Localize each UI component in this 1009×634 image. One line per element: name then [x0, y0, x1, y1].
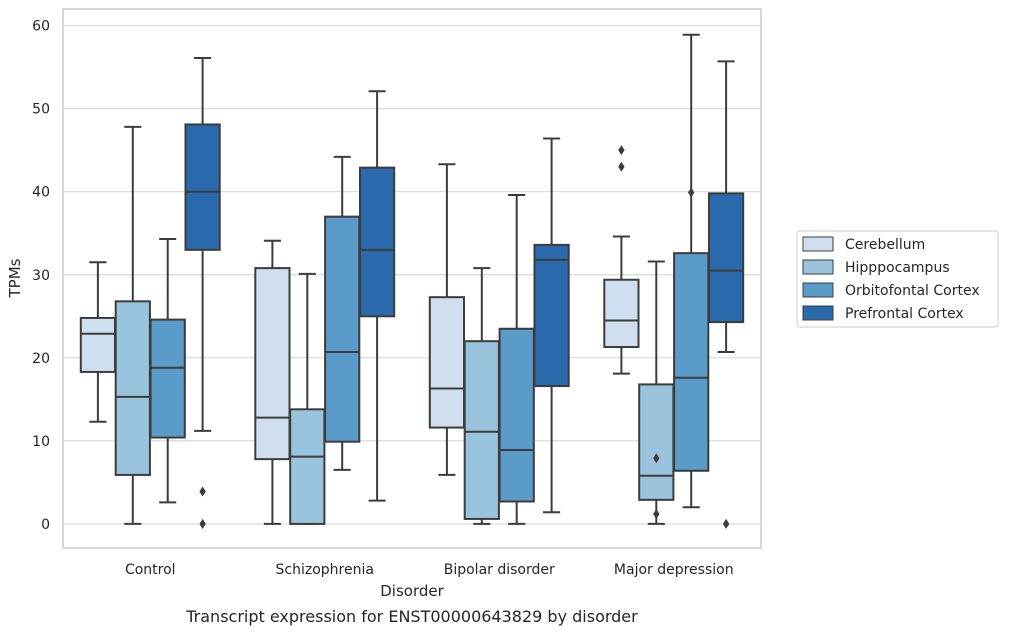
box-hipppocampus-0: [114, 125, 151, 525]
outlier-point-0: [688, 187, 695, 198]
legend-label-cerebellum: Cerebellum: [845, 237, 925, 253]
legend-swatch-cerebellum: [802, 236, 834, 252]
box-body: [463, 340, 500, 520]
box-cerebellum-3: [603, 145, 640, 375]
legend-swatch-orbitofontal-cortex: [802, 282, 834, 298]
x-axis-tick-labels: Control Schizophrenia Bipolar disorder Majo…: [125, 562, 734, 578]
box-body: [358, 166, 396, 318]
box-prefrontal-cortex-3: [707, 60, 745, 529]
legend-swatch-prefrontal-cortex: [802, 305, 834, 321]
box-body: [149, 318, 186, 439]
y-tick-label-60: 60: [32, 19, 50, 35]
x-tick-label-1: Schizophrenia: [276, 562, 374, 578]
outlier-point-0: [653, 453, 660, 464]
box-body: [289, 408, 326, 525]
box-body: [114, 300, 151, 476]
legend-swatch-hipppocampus: [802, 259, 834, 275]
box-hipppocampus-3: [638, 260, 675, 525]
box-prefrontal-cortex-2: [533, 137, 570, 514]
box-body: [428, 296, 466, 429]
outlier-point-1: [618, 161, 625, 172]
box-body: [638, 383, 675, 501]
outlier-point-0: [618, 145, 625, 156]
box-prefrontal-cortex-1: [358, 90, 396, 502]
y-tick-label-50: 50: [32, 102, 50, 118]
outlier-point-1: [653, 508, 660, 519]
x-tick-label-0: Control: [125, 562, 176, 578]
box-body: [707, 192, 745, 324]
y-tick-label-20: 20: [32, 351, 50, 367]
box-orbitofontal-cortex-0: [149, 238, 186, 504]
box-body: [254, 267, 291, 461]
y-tick-label-10: 10: [32, 434, 50, 450]
box-body: [533, 243, 570, 388]
box-cerebellum-1: [254, 239, 291, 525]
x-tick-label-3: Major depression: [614, 562, 734, 578]
box-orbitofontal-cortex-2: [498, 194, 535, 525]
legend-items: Cerebellum Hipppocampus Orbitofontal Corte…: [802, 236, 980, 322]
outlier-point-0: [199, 486, 206, 497]
y-tick-label-30: 30: [32, 268, 50, 284]
box-cerebellum-2: [428, 163, 466, 476]
box-cerebellum-0: [79, 261, 117, 423]
legend: Cerebellum Hipppocampus Orbitofontal Corte…: [796, 230, 999, 328]
box-body: [184, 123, 221, 251]
x-tick-label-2: Bipolar disorder: [444, 562, 555, 578]
legend-label-prefrontal-cortex: Prefrontal Cortex: [845, 306, 964, 322]
plot-area-frame: [62, 8, 762, 549]
outlier-point-1: [199, 518, 206, 529]
legend-label-hipppocampus: Hipppocampus: [845, 260, 950, 276]
outlier-point-0: [722, 518, 730, 529]
legend-label-orbitofontal-cortex: Orbitofontal Cortex: [845, 283, 980, 299]
chart-caption: Transcript expression for ENST0000064382…: [185, 607, 638, 626]
box-hipppocampus-2: [463, 267, 500, 525]
box-body: [673, 252, 710, 472]
y-axis-tick-labels: 0 10 20 30 40 50 60: [32, 19, 50, 533]
x-axis-title: Disorder: [380, 582, 444, 600]
box-body: [324, 215, 361, 443]
box-hipppocampus-1: [289, 272, 326, 525]
box-orbitofontal-cortex-3: [673, 33, 710, 509]
box-orbitofontal-cortex-1: [324, 155, 361, 471]
legend-frame: [796, 230, 999, 328]
y-tick-label-40: 40: [32, 185, 50, 201]
box-body: [79, 316, 117, 373]
box-body: [498, 327, 535, 503]
box-body: [603, 278, 640, 349]
y-axis-title: TPMs: [6, 258, 24, 298]
box-prefrontal-cortex-0: [184, 57, 221, 529]
box-layer: [79, 33, 745, 529]
y-tick-label-0: 0: [41, 517, 50, 533]
